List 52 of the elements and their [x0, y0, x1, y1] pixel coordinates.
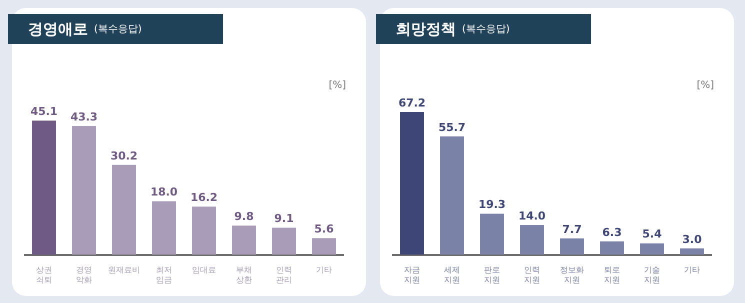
- bar: [480, 214, 504, 255]
- x-tick-label: 인력 지원: [524, 266, 540, 284]
- x-tick-label: 정보화 지원: [560, 266, 584, 284]
- bar: [312, 238, 336, 255]
- data-label: 19.3: [478, 198, 506, 212]
- bar: [400, 112, 424, 255]
- bar: [640, 243, 664, 255]
- bar: [560, 238, 584, 255]
- x-tick-label: 기타: [316, 266, 332, 275]
- y-axis-title: [%]: [328, 80, 346, 91]
- x-tick-label: 판로 지원: [484, 266, 500, 284]
- bar: [232, 226, 256, 255]
- x-tick-label: 상권 쇠퇴: [36, 266, 52, 284]
- bar: [32, 120, 56, 255]
- bar: [272, 228, 296, 255]
- x-tick-label: 퇴로 지원: [604, 266, 620, 284]
- data-label: 30.2: [110, 149, 138, 162]
- data-label: 5.4: [642, 228, 662, 241]
- x-tick-label: 자금 지원: [404, 266, 420, 284]
- bar: [112, 164, 136, 255]
- data-label: 3.0: [682, 232, 702, 246]
- chart-title: 경영애로 (복수응답): [28, 20, 142, 38]
- data-label: 5.6: [314, 222, 334, 236]
- bar: [152, 201, 176, 255]
- data-label: 9.8: [234, 210, 254, 223]
- data-label: 16.2: [190, 190, 218, 204]
- x-tick-label: 인력 관리: [276, 266, 292, 284]
- x-tick-label: 경영 악화: [76, 266, 92, 284]
- bar: [520, 225, 544, 255]
- chart-title: 희망정책 (복수응답): [396, 20, 510, 38]
- data-label: 7.7: [562, 222, 582, 236]
- bar: [72, 126, 96, 255]
- data-label: 55.7: [438, 120, 466, 134]
- x-tick-label: 세제 지원: [444, 266, 460, 284]
- data-label: 14.0: [518, 209, 546, 222]
- x-tick-label: 원재료비: [108, 266, 140, 275]
- x-tick-label: 기타: [684, 266, 700, 275]
- x-tick-label: 기술 지원: [644, 266, 660, 284]
- bar: [192, 206, 216, 255]
- x-tick-label: 최저 임금: [156, 266, 172, 284]
- data-label: 43.3: [70, 110, 98, 124]
- data-label: 6.3: [602, 226, 622, 239]
- y-axis-title: [%]: [696, 80, 714, 91]
- data-label: 9.1: [274, 212, 294, 226]
- x-tick-label: 부채 상환: [236, 266, 252, 284]
- bar: [440, 136, 464, 255]
- bar: [680, 248, 704, 255]
- x-tick-label: 임대료: [192, 266, 216, 275]
- data-label: 45.1: [30, 104, 58, 118]
- bar: [600, 241, 624, 255]
- data-label: 18.0: [150, 186, 178, 199]
- data-label: 67.2: [398, 96, 426, 110]
